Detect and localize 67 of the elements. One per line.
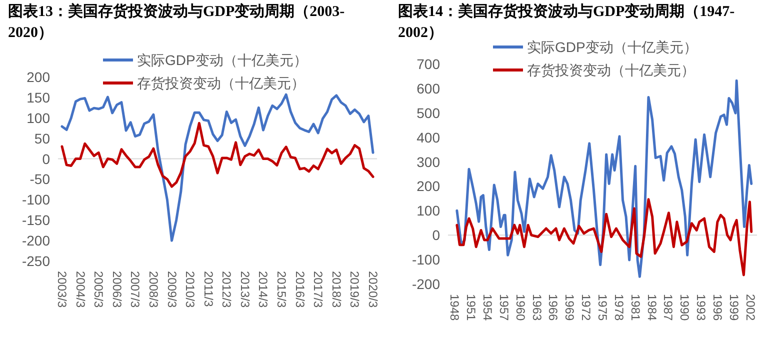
x-tick-label: 1993 [694,294,708,322]
x-tick-label: 1972 [579,294,594,322]
line-series [60,122,374,188]
y-tick-label: 0 [42,150,50,167]
x-tick-label: 2016/3 [292,271,307,308]
x-tick-label: 2008/3 [146,271,160,308]
x-tick-label: 1978 [612,294,626,322]
x-tick-label: 1984 [644,294,659,322]
line-series [456,79,753,278]
y-tick-label: 200 [26,69,50,85]
y-tick-label: -100 [22,192,50,208]
x-tick-label: 1990 [678,294,692,322]
x-tick-label: 1957 [496,294,511,322]
y-tick-label: 200 [416,178,440,194]
x-tick-label: 2005/3 [92,271,106,308]
x-tick-label: 2015/3 [274,271,289,308]
x-tick-label: 2007/3 [128,271,142,308]
y-tick-label: 300 [416,154,440,170]
x-tick-label: 2019/3 [348,271,362,308]
x-tick-label: 1951 [464,294,478,322]
x-tick-label: 2006/3 [110,271,124,308]
x-tick-label: 1948 [448,294,462,322]
x-tick-label: 2020/3 [366,271,380,308]
y-tick-label: 400 [416,129,440,146]
y-tick-label: -200 [412,276,440,292]
x-tick-label: 1954 [480,294,495,322]
x-tick-label: 2014/3 [256,271,270,308]
x-tick-label: 1969 [562,294,577,322]
line-series [60,93,374,242]
x-tick-label: 2010/3 [183,271,198,308]
x-tick-label: 1987 [661,294,676,322]
y-tick-label: -150 [22,212,50,228]
y-tick-label: 700 [416,56,440,72]
legend-label: 实际GDP变动（十亿美元） [137,52,308,68]
y-tick-label: 100 [416,202,440,219]
chart-title: 图表14：美国存货投资波动与GDP变动周期（1947-2002） [398,4,735,41]
x-tick-label: 2002 [743,294,758,322]
y-tick-label: 600 [416,80,440,96]
y-tick-label: 150 [26,89,50,106]
x-tick-label: 1960 [513,294,528,322]
x-tick-label: 2009/3 [164,271,179,308]
chart-title: 图表13：美国存货投资波动与GDP变动周期（2003-2020） [8,2,346,43]
y-tick-label: -200 [22,232,50,249]
x-tick-label: 1966 [546,294,560,322]
legend-label: 实际GDP变动（十亿美元） [527,39,698,55]
legend-label: 存货投资变动（十亿美元） [527,62,695,78]
x-tick-label: 2011/3 [201,271,216,308]
x-tick-label: 2012/3 [220,271,234,308]
y-tick-label: -100 [412,252,440,268]
x-tick-label: 2013/3 [238,271,252,308]
y-tick-label: -50 [30,171,50,188]
x-tick-label: 2003/3 [55,271,69,308]
x-tick-label: 1975 [596,294,610,322]
x-tick-label: 2017/3 [311,271,326,308]
y-tick-label: 0 [432,227,440,244]
x-tick-label: 2018/3 [329,271,344,308]
line-series [456,198,753,276]
y-tick-label: 50 [34,130,50,146]
y-tick-label: 500 [416,104,440,121]
x-tick-label: 1999 [726,294,741,322]
x-tick-label: 1981 [628,294,642,322]
y-tick-label: 100 [26,110,50,126]
legend-label: 存货投资变动（十亿美元） [137,75,305,91]
x-tick-label: 1996 [710,294,724,322]
x-tick-label: 1963 [530,294,544,322]
y-tick-label: -250 [22,253,50,269]
x-tick-label: 2004/3 [73,271,88,308]
